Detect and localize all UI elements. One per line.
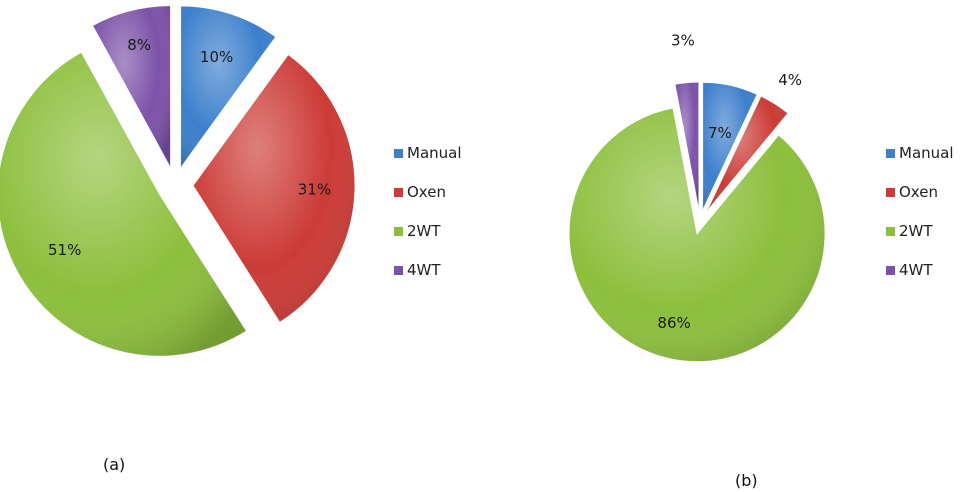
pie-a-value-label-manual: 10%	[200, 48, 233, 66]
pie-b-value-label-4wt: 3%	[671, 32, 695, 50]
panel-label-a: (a)	[103, 455, 125, 474]
pie-a-legend-swatch-manual	[394, 149, 403, 158]
pie-a-legend: Manual Oxen 2WT 4WT	[394, 144, 462, 279]
pie-b-legend-swatch-4wt	[886, 266, 895, 275]
pie-a-legend-swatch-4wt	[394, 266, 403, 275]
pie-a-legend-swatch-2wt	[394, 227, 403, 236]
pie-b-value-label-2wt: 86%	[657, 314, 690, 332]
pie-b-legend: Manual Oxen 2WT 4WT	[886, 144, 954, 279]
pie-chart-a: 10% 31% 51% 8% Manual Oxen 2WT 4WT (a)	[0, 5, 462, 474]
pie-a-value-label-2wt: 51%	[48, 241, 81, 259]
pie-b-legend-swatch-oxen	[886, 188, 895, 197]
pie-a-legend-swatch-oxen	[394, 188, 403, 197]
pie-b-legend-label-oxen: Oxen	[899, 183, 938, 201]
pie-b-legend-label-manual: Manual	[899, 144, 954, 162]
pie-chart-b: 7% 4% 86% 3% Manual Oxen 2WT 4WT (b)	[568, 32, 954, 490]
pie-a-value-label-oxen: 31%	[298, 180, 331, 198]
pie-b-legend-swatch-manual	[886, 149, 895, 158]
pie-b-legend-swatch-2wt	[886, 227, 895, 236]
pie-b-legend-label-2wt: 2WT	[899, 222, 933, 240]
pie-a-legend-label-4wt: 4WT	[407, 261, 441, 279]
pie-a-value-labels: 10% 31% 51% 8%	[48, 36, 331, 259]
pie-b-value-label-oxen: 4%	[778, 71, 802, 89]
pie-b-slices	[568, 81, 826, 363]
panel-label-b: (b)	[735, 471, 758, 490]
pie-b-value-label-manual: 7%	[708, 124, 732, 142]
pie-b-legend-label-4wt: 4WT	[899, 261, 933, 279]
pie-b-value-labels: 7% 4% 86% 3%	[657, 32, 802, 332]
pie-a-legend-label-2wt: 2WT	[407, 222, 441, 240]
pie-a-value-label-4wt: 8%	[127, 36, 151, 54]
pie-a-legend-label-manual: Manual	[407, 144, 462, 162]
pie-a-legend-label-oxen: Oxen	[407, 183, 446, 201]
